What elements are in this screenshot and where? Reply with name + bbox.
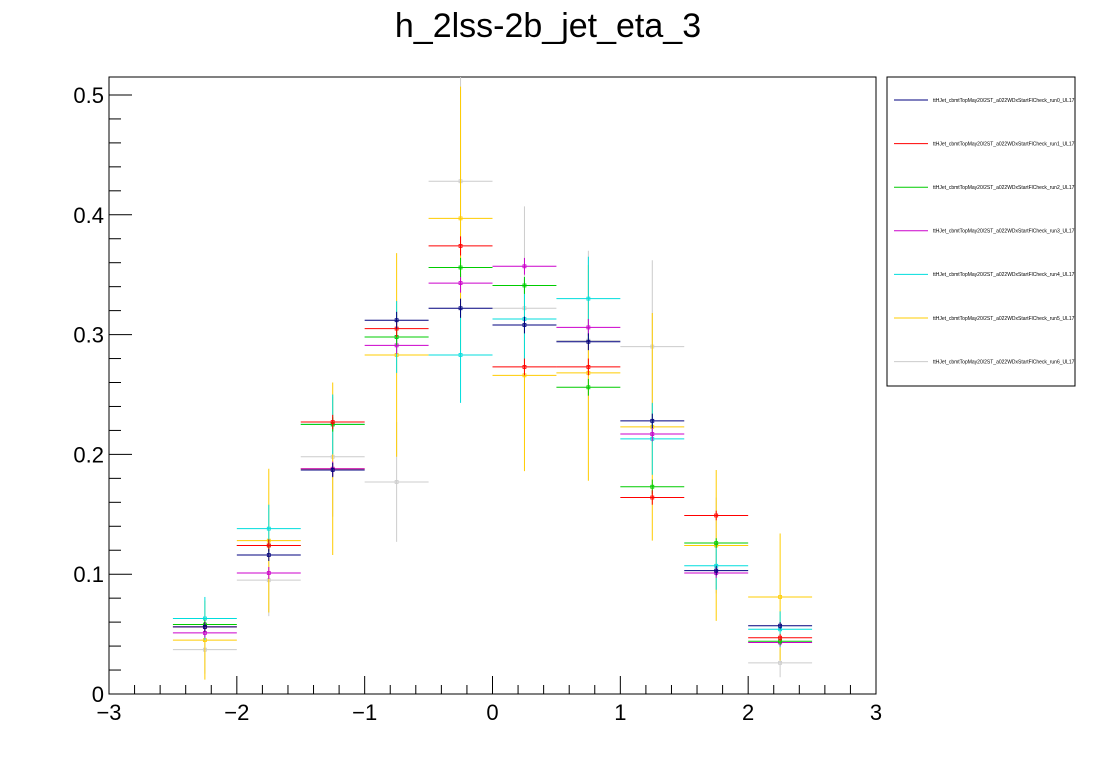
data-point bbox=[458, 306, 463, 311]
data-point bbox=[650, 495, 655, 500]
data-point bbox=[522, 283, 527, 288]
data-point bbox=[586, 296, 591, 301]
legend-label: ttHJet_cbmtTopMay20/2ST_a022WDxStartFlCh… bbox=[933, 141, 1075, 147]
data-point bbox=[778, 660, 783, 665]
data-point bbox=[458, 216, 463, 221]
series-layer bbox=[172, 77, 813, 680]
x-tick-label: −1 bbox=[352, 700, 377, 725]
data-point bbox=[778, 595, 783, 599]
data-point bbox=[458, 281, 463, 285]
y-tick-label: 0.1 bbox=[73, 562, 104, 587]
x-tick-label: 1 bbox=[614, 700, 626, 725]
data-point bbox=[586, 325, 591, 330]
series-3 bbox=[172, 257, 813, 647]
legend: ttHJet_cbmtTopMay20/2ST_a022WDxStartFlCh… bbox=[886, 76, 1076, 387]
data-point bbox=[714, 568, 719, 573]
data-point bbox=[522, 365, 527, 369]
y-tick-label: 0.4 bbox=[73, 203, 104, 228]
data-point bbox=[458, 353, 463, 357]
legend-label: ttHJet_cbmtTopMay20/2ST_a022WDxStartFlCh… bbox=[933, 359, 1075, 365]
data-point bbox=[458, 244, 463, 248]
legend-label: ttHJet_cbmtTopMay20/2ST_a022WDxStartFlCh… bbox=[933, 185, 1075, 191]
data-point bbox=[202, 625, 207, 629]
y-tick-label: 0.2 bbox=[73, 442, 104, 467]
data-point bbox=[394, 318, 399, 323]
data-point bbox=[714, 541, 719, 545]
data-point bbox=[650, 484, 655, 489]
legend-label: ttHJet_cbmtTopMay20/2ST_a022WDxStartFlCh… bbox=[933, 272, 1075, 278]
data-point bbox=[266, 543, 271, 548]
data-point bbox=[394, 480, 399, 484]
chart-title: h_2lss-2b_jet_eta_3 bbox=[395, 7, 701, 45]
data-point bbox=[330, 420, 335, 424]
legend-label: ttHJet_cbmtTopMay20/2ST_a022WDxStartFlCh… bbox=[933, 98, 1075, 104]
data-point bbox=[650, 432, 655, 436]
series-0 bbox=[172, 298, 813, 632]
legend-box bbox=[886, 76, 1076, 387]
data-point bbox=[586, 339, 591, 344]
data-point bbox=[778, 623, 783, 628]
y-tick-label: 0.5 bbox=[73, 83, 104, 108]
data-point bbox=[266, 553, 271, 557]
data-point bbox=[266, 571, 271, 575]
legend-label: ttHJet_cbmtTopMay20/2ST_a022WDxStartFlCh… bbox=[933, 316, 1075, 322]
data-point bbox=[522, 323, 527, 327]
x-tick-label: 3 bbox=[870, 700, 882, 725]
y-tick-label: 0 bbox=[92, 682, 104, 707]
data-point bbox=[778, 635, 783, 640]
data-point bbox=[650, 418, 655, 423]
axes: −3 −2 −1 0 1 2 3 0 0.1 0.2 0.3 0.4 0.5 bbox=[73, 83, 882, 725]
data-point bbox=[586, 365, 591, 369]
data-point bbox=[522, 264, 527, 269]
data-point bbox=[330, 468, 335, 472]
data-point bbox=[586, 385, 591, 390]
y-tick-label: 0.3 bbox=[73, 323, 104, 348]
x-tick-label: −3 bbox=[96, 700, 121, 725]
plot-frame bbox=[108, 76, 877, 695]
data-point bbox=[714, 513, 719, 518]
x-tick-label: 2 bbox=[742, 700, 754, 725]
series-5 bbox=[172, 86, 813, 680]
x-tick-label: 0 bbox=[486, 700, 498, 725]
data-point bbox=[266, 526, 271, 531]
x-tick-label: −2 bbox=[224, 700, 249, 725]
data-point bbox=[458, 265, 463, 270]
legend-label: ttHJet_cbmtTopMay20/2ST_a022WDxStartFlCh… bbox=[933, 229, 1075, 235]
